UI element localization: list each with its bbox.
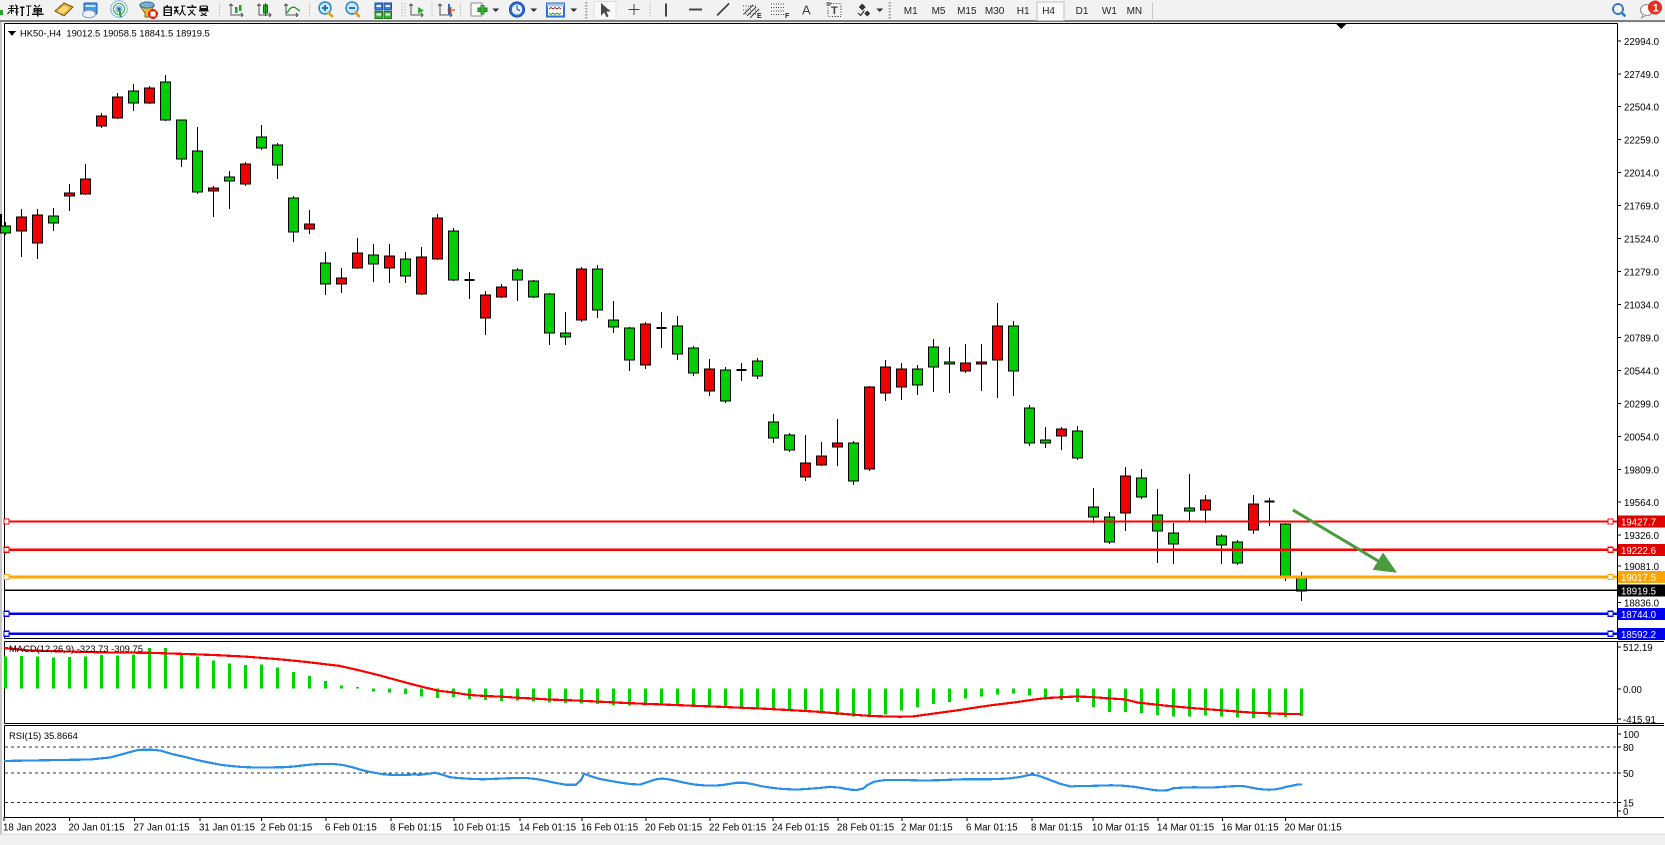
svg-text:18836.0: 18836.0 xyxy=(1624,599,1660,610)
svg-text:H1: H1 xyxy=(1017,6,1030,17)
svg-text:F: F xyxy=(785,13,790,20)
svg-text:6 Feb 01:15: 6 Feb 01:15 xyxy=(325,823,377,834)
svg-text:10 Feb 01:15: 10 Feb 01:15 xyxy=(453,823,510,834)
svg-text:22014.0: 22014.0 xyxy=(1624,169,1660,180)
svg-text:80: 80 xyxy=(1623,743,1634,754)
svg-text:18744.0: 18744.0 xyxy=(1621,610,1657,621)
svg-text:20054.0: 20054.0 xyxy=(1624,432,1660,443)
svg-text:100: 100 xyxy=(1623,730,1640,741)
svg-text:19017.5: 19017.5 xyxy=(1621,573,1656,584)
svg-text:20544.0: 20544.0 xyxy=(1624,366,1660,377)
svg-text:RSI(15) 35.8664: RSI(15) 35.8664 xyxy=(9,730,78,741)
svg-text:E: E xyxy=(757,13,762,20)
svg-text:M30: M30 xyxy=(985,6,1005,17)
svg-text:21524.0: 21524.0 xyxy=(1624,235,1660,246)
svg-text:2 Feb 01:15: 2 Feb 01:15 xyxy=(261,823,313,834)
svg-text:-415.91: -415.91 xyxy=(1623,715,1656,726)
svg-text:19222.6: 19222.6 xyxy=(1621,546,1656,557)
svg-text:19427.7: 19427.7 xyxy=(1621,518,1656,529)
svg-text:8 Feb 01:15: 8 Feb 01:15 xyxy=(390,823,442,834)
svg-text:14 Feb 01:15: 14 Feb 01:15 xyxy=(519,823,576,834)
svg-text:18592.2: 18592.2 xyxy=(1621,630,1656,641)
svg-text:20 Feb 01:15: 20 Feb 01:15 xyxy=(645,823,702,834)
svg-text:24 Feb 01:15: 24 Feb 01:15 xyxy=(772,823,829,834)
svg-text:21279.0: 21279.0 xyxy=(1624,268,1660,279)
svg-text:20299.0: 20299.0 xyxy=(1624,399,1660,410)
svg-text:10 Mar 01:15: 10 Mar 01:15 xyxy=(1092,823,1149,834)
svg-text:22504.0: 22504.0 xyxy=(1624,103,1660,114)
svg-text:M15: M15 xyxy=(957,6,977,17)
svg-text:27 Jan 01:15: 27 Jan 01:15 xyxy=(134,823,190,834)
svg-text:A: A xyxy=(802,3,811,18)
svg-text:512.19: 512.19 xyxy=(1623,643,1653,654)
svg-text:HK50-,H4 19012.5 19058.5 1884: HK50-,H4 19012.5 19058.5 18841.5 18919.5 xyxy=(20,28,210,39)
svg-text:0: 0 xyxy=(1623,807,1629,818)
svg-text:W1: W1 xyxy=(1102,6,1117,17)
svg-text:20 Mar 01:15: 20 Mar 01:15 xyxy=(1285,823,1342,834)
svg-text:MN: MN xyxy=(1127,6,1143,17)
svg-text:H4: H4 xyxy=(1042,6,1055,17)
svg-text:15: 15 xyxy=(1623,799,1634,810)
svg-text:20789.0: 20789.0 xyxy=(1624,333,1660,344)
svg-text:22994.0: 22994.0 xyxy=(1624,37,1660,48)
svg-text:19564.0: 19564.0 xyxy=(1624,498,1660,509)
svg-text:18919.5: 18919.5 xyxy=(1621,587,1656,598)
svg-text:28 Feb 01:15: 28 Feb 01:15 xyxy=(837,823,894,834)
svg-text:18 Jan 2023: 18 Jan 2023 xyxy=(3,823,56,834)
svg-text:MACD(12,26,9) -323.73 -309.75: MACD(12,26,9) -323.73 -309.75 xyxy=(9,643,143,654)
svg-text:M1: M1 xyxy=(904,6,918,17)
svg-text:22 Feb 01:15: 22 Feb 01:15 xyxy=(709,823,766,834)
svg-text:16 Feb 01:15: 16 Feb 01:15 xyxy=(581,823,638,834)
svg-text:31 Jan 01:15: 31 Jan 01:15 xyxy=(199,823,255,834)
svg-text:16 Mar 01:15: 16 Mar 01:15 xyxy=(1222,823,1279,834)
svg-text:T: T xyxy=(831,5,838,17)
svg-text:21769.0: 21769.0 xyxy=(1624,202,1660,213)
svg-text:8 Mar 01:15: 8 Mar 01:15 xyxy=(1031,823,1083,834)
svg-text:14 Mar 01:15: 14 Mar 01:15 xyxy=(1157,823,1214,834)
svg-text:22259.0: 22259.0 xyxy=(1624,136,1660,147)
svg-text:50: 50 xyxy=(1623,769,1634,780)
svg-text:0.00: 0.00 xyxy=(1623,685,1642,696)
svg-text:1: 1 xyxy=(1653,3,1659,15)
svg-text:20 Jan 01:15: 20 Jan 01:15 xyxy=(69,823,125,834)
svg-text:6 Mar 01:15: 6 Mar 01:15 xyxy=(966,823,1018,834)
svg-text:22749.0: 22749.0 xyxy=(1624,70,1660,81)
svg-text:2 Mar 01:15: 2 Mar 01:15 xyxy=(901,823,953,834)
svg-text:M5: M5 xyxy=(932,6,946,17)
svg-text:21034.0: 21034.0 xyxy=(1624,300,1660,311)
svg-text:19326.0: 19326.0 xyxy=(1624,531,1660,542)
svg-text:19809.0: 19809.0 xyxy=(1624,465,1660,476)
svg-text:19081.0: 19081.0 xyxy=(1624,562,1660,573)
svg-text:D1: D1 xyxy=(1076,6,1089,17)
